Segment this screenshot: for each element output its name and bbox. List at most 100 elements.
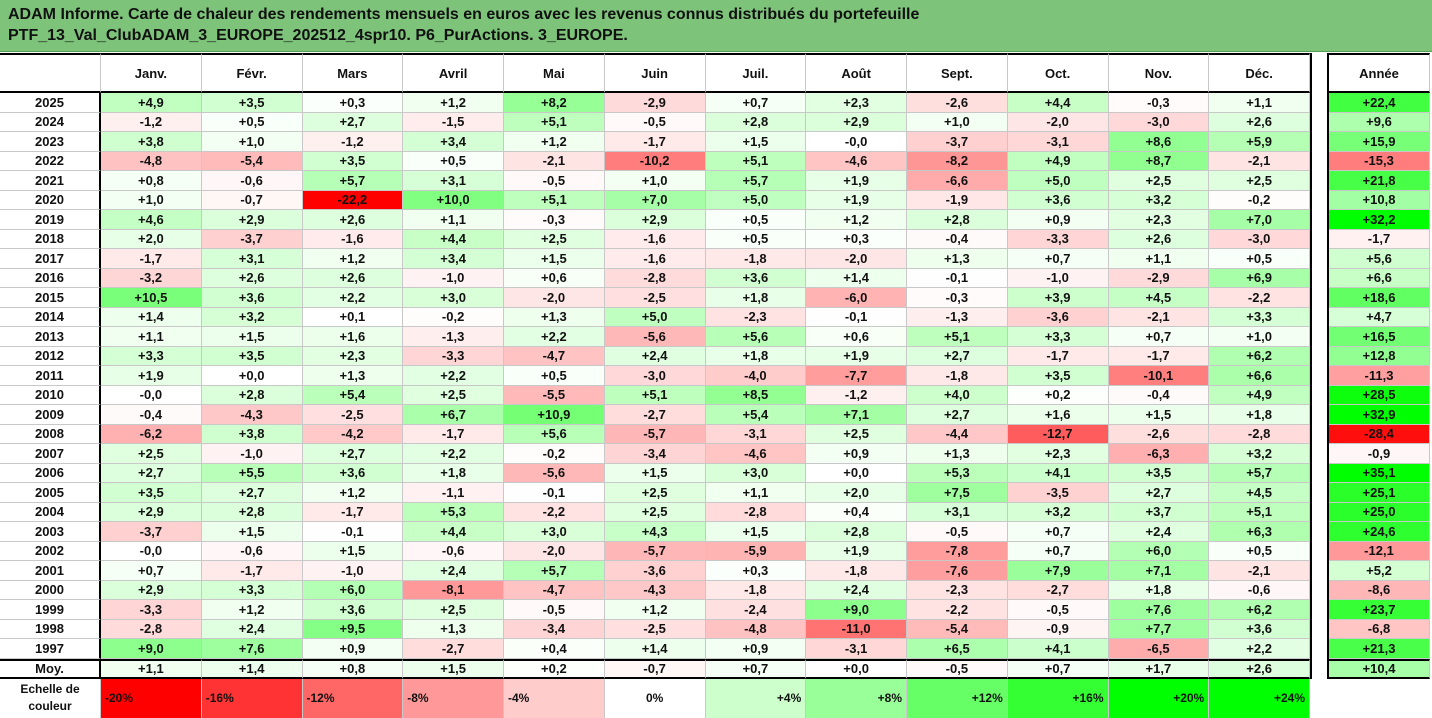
annual-cell: +32,2	[1329, 210, 1430, 230]
column-header: Nov.	[1108, 53, 1210, 93]
heatmap-cell: -6,6	[907, 171, 1008, 191]
heatmap-cell: +5,4	[302, 385, 404, 405]
annual-cell: -1,7	[1329, 229, 1430, 249]
heatmap-cell: +4,4	[403, 522, 504, 542]
heatmap-cell: -2,8	[705, 502, 807, 522]
heatmap-cell: -1,7	[604, 132, 706, 152]
heatmap-cell: +2,2	[504, 327, 605, 347]
heatmap-cell: +5,6	[705, 327, 807, 347]
annual-cell: +21,3	[1329, 639, 1430, 659]
heatmap-cell: +2,6	[302, 268, 404, 288]
annual-cell: +6,6	[1329, 268, 1430, 288]
heatmap-cell: +1,0	[101, 190, 202, 210]
heatmap-cell: +0,7	[1007, 522, 1109, 542]
heatmap-cell: -0,5	[604, 112, 706, 132]
heatmap-cell: -11,0	[806, 619, 907, 639]
row-year-label: 2005	[0, 483, 101, 503]
heatmap-cell: +0,5	[403, 151, 504, 171]
heatmap-cell: +2,7	[302, 112, 404, 132]
heatmap-cell: +0,5	[1209, 249, 1310, 269]
heatmap-cell: -5,5	[504, 385, 605, 405]
heatmap-cell: +3,6	[705, 268, 807, 288]
heatmap-cell: -1,6	[604, 229, 706, 249]
row-year-label: 2001	[0, 561, 101, 581]
heatmap-cell: -4,2	[302, 424, 404, 444]
column-header: Févr.	[201, 53, 303, 93]
heatmap-cell: -0,3	[1108, 93, 1210, 113]
heatmap-cell: -5,6	[604, 327, 706, 347]
heatmap-cell: -0,5	[1007, 600, 1109, 620]
heatmap-cell: +4,0	[907, 385, 1008, 405]
heatmap-cell: +9,0	[101, 639, 202, 659]
heatmap-cell: +5,9	[1209, 132, 1310, 152]
annual-cell: +23,7	[1329, 600, 1430, 620]
heatmap-cell: +0,9	[302, 639, 404, 659]
heatmap-cell: +4,5	[1209, 483, 1310, 503]
annual-cell: +18,6	[1329, 288, 1430, 308]
heatmap-cell: +1,9	[806, 190, 907, 210]
heatmap-cell: +1,0	[1209, 327, 1310, 347]
heatmap-cell: +10,9	[504, 405, 605, 425]
heatmap-cell: -0,1	[907, 268, 1008, 288]
heatmap-cell: +1,4	[604, 639, 706, 659]
heatmap-cell: -3,1	[1007, 132, 1109, 152]
heatmap-cell: +0,8	[101, 171, 202, 191]
heatmap-cell: +2,9	[604, 210, 706, 230]
color-scale-stop: +16%	[1007, 678, 1109, 718]
heatmap-cell: -3,5	[1007, 483, 1109, 503]
heatmap-cell: +3,6	[1007, 190, 1109, 210]
heatmap-cell: +5,1	[1209, 502, 1310, 522]
row-year-label: 2023	[0, 132, 101, 152]
heatmap-cell: -2,3	[907, 580, 1008, 600]
heatmap-cell: -8,2	[907, 151, 1008, 171]
heatmap-cell: -8,1	[403, 580, 504, 600]
annual-separator	[1310, 53, 1329, 679]
heatmap-cell: -1,3	[403, 327, 504, 347]
heatmap-cell: +9,5	[302, 619, 404, 639]
title-line-2: PTF_13_Val_ClubADAM_3_EUROPE_202512_4spr…	[8, 27, 628, 44]
heatmap-cell: -4,6	[705, 444, 807, 464]
heatmap-cell: +2,9	[806, 112, 907, 132]
heatmap-cell: +7,6	[201, 639, 303, 659]
heatmap-cell: +0,6	[806, 327, 907, 347]
color-scale-label: Echelle de couleur	[0, 678, 101, 718]
heatmap-cell: +2,4	[806, 580, 907, 600]
heatmap-cell: +2,5	[504, 229, 605, 249]
heatmap-cell: -0,9	[1007, 619, 1109, 639]
heatmap-cell: +4,4	[403, 229, 504, 249]
annual-cell: -15,3	[1329, 151, 1430, 171]
heatmap-cell: +1,8	[403, 463, 504, 483]
heatmap-cell: +2,0	[101, 229, 202, 249]
annual-cell: -11,3	[1329, 366, 1430, 386]
heatmap-cell: +3,2	[201, 307, 303, 327]
heatmap-cell: -5,4	[201, 151, 303, 171]
heatmap-cell: +6,0	[302, 580, 404, 600]
heatmap-cell: +3,6	[1209, 619, 1310, 639]
heatmap-cell: -0,3	[907, 288, 1008, 308]
heatmap-cell: +0,4	[504, 639, 605, 659]
heatmap-cell: +1,4	[806, 268, 907, 288]
heatmap-cell: -4,7	[504, 580, 605, 600]
average-cell: +1,4	[201, 658, 303, 679]
annual-cell: +12,8	[1329, 346, 1430, 366]
heatmap-cell: +0,3	[705, 561, 807, 581]
row-year-label: 1999	[0, 600, 101, 620]
heatmap-cell: +1,2	[201, 600, 303, 620]
heatmap-cell: +2,8	[806, 522, 907, 542]
heatmap-cell: +2,7	[101, 463, 202, 483]
heatmap-cell: -0,4	[101, 405, 202, 425]
heatmap-cell: -1,0	[1007, 268, 1109, 288]
heatmap-cell: +2,4	[201, 619, 303, 639]
heatmap-cell: +2,5	[1209, 171, 1310, 191]
heatmap-cell: +3,3	[1209, 307, 1310, 327]
heatmap-cell: -12,7	[1007, 424, 1109, 444]
heatmap-cell: +3,5	[1108, 463, 1210, 483]
heatmap-cell: +0,7	[1108, 327, 1210, 347]
heatmap-cell: -2,9	[604, 93, 706, 113]
heatmap-cell: +6,9	[1209, 268, 1310, 288]
annual-cell: +25,1	[1329, 483, 1430, 503]
heatmap-cell: +2,8	[907, 210, 1008, 230]
heatmap-cell: +6,5	[907, 639, 1008, 659]
heatmap-cell: +2,4	[1108, 522, 1210, 542]
heatmap-cell: -1,0	[201, 444, 303, 464]
